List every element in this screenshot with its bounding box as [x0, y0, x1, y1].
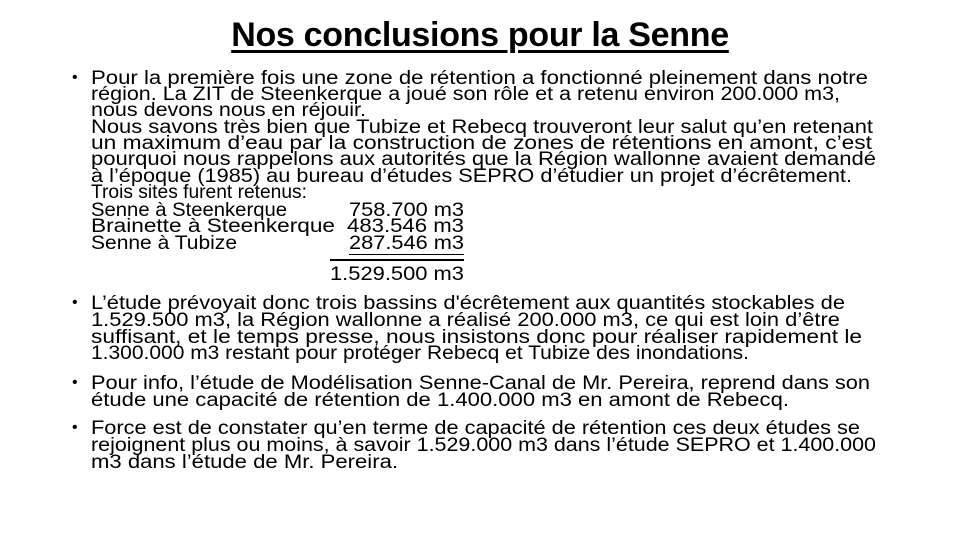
- text-line: rejoignent plus ou moins, à savoir 1.529…: [91, 435, 877, 456]
- text-line: région. La ZIT de Steenkerque a joué son…: [91, 84, 841, 105]
- text-line: suffisant, et le temps presse, nous insi…: [91, 327, 863, 348]
- underline: [349, 254, 464, 255]
- text-line: pourquoi nous rappelons aux autorités qu…: [91, 149, 876, 170]
- bullet-marker: •: [72, 374, 78, 391]
- bullet-marker: •: [72, 419, 78, 436]
- text-line: un maximum d’eau par la construction de …: [91, 133, 872, 154]
- site-volume: 287.546 m3: [349, 233, 464, 254]
- total-volume: 1.529.500 m3: [330, 264, 464, 285]
- text-line: L’étude prévoyait donc trois bassins d'é…: [91, 293, 845, 314]
- text-line: m3 dans l’étude de Mr. Pereira.: [91, 452, 398, 473]
- bullet-marker: •: [72, 69, 78, 86]
- text-line: étude une capacité de rétention de 1.400…: [91, 390, 789, 411]
- text-line: à l’époque (1985) au bureau d’études SEP…: [91, 166, 852, 187]
- text-line: Force est de constater qu’en terme de ca…: [91, 418, 860, 439]
- bullet-marker: •: [72, 294, 78, 311]
- text-line: Trois sites furent retenus:: [91, 182, 307, 203]
- slide-title: Nos conclusions pour la Senne: [231, 16, 729, 54]
- site-name: Brainette à Steenkerque: [91, 216, 335, 237]
- text-line: Pour la première fois une zone de rétent…: [91, 68, 868, 89]
- site-volume: 758.700 m3: [349, 200, 464, 221]
- text-line: 1.529.500 m3, la Région wallonne a réali…: [91, 310, 840, 331]
- text-line: Nous savons très bien que Tubize et Rebe…: [91, 117, 873, 138]
- sum-line: [330, 259, 464, 261]
- text-line: Pour info, l’étude de Modélisation Senne…: [91, 373, 871, 394]
- site-name: Senne à Steenkerque: [91, 200, 287, 221]
- site-name: Senne à Tubize: [91, 233, 237, 254]
- text-line: nous devons nous en réjouir.: [91, 100, 366, 121]
- text-line: 1.300.000 m3 restant pour protéger Rebec…: [91, 343, 749, 364]
- site-volume: 483.546 m3: [347, 216, 464, 237]
